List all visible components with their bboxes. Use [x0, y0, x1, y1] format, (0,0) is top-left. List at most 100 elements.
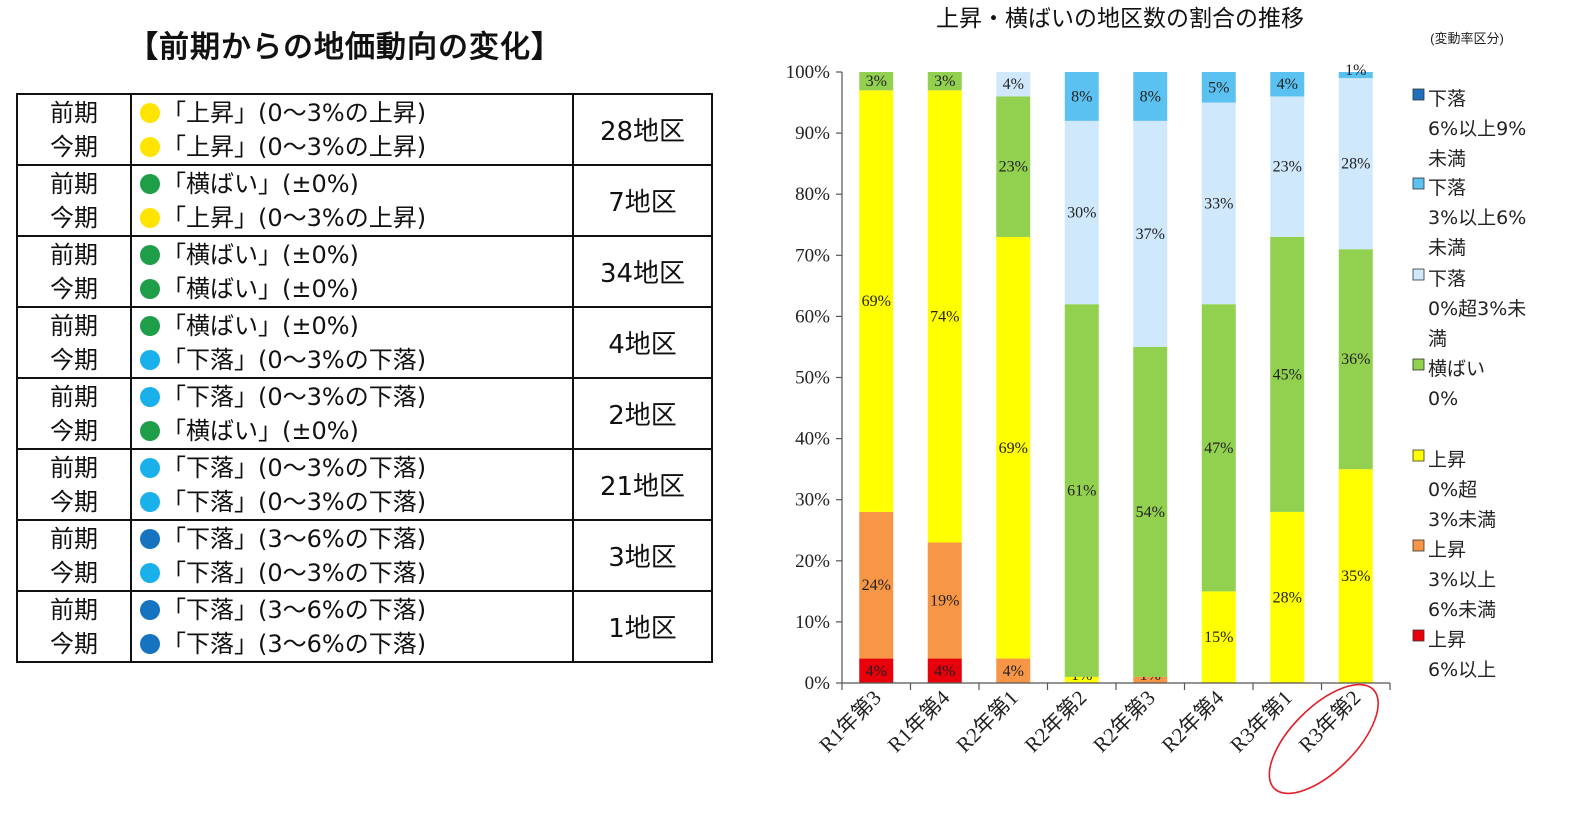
data-label: 61% [1067, 483, 1096, 500]
district-transition-table: 前期 今期 「上昇」(0〜3%の上昇) 「上昇」(0〜3%の上昇) 28地区 前期 今期 「横… [16, 93, 713, 663]
bar-segment [1338, 72, 1373, 79]
legend-swatch [1412, 629, 1425, 642]
bar-segment [1338, 469, 1373, 683]
prev-period-label: 前期 [50, 240, 98, 269]
data-label: 47% [1204, 440, 1233, 457]
bar-segment [996, 236, 1031, 659]
legend: 下落6%以上9%未満下落3%以上6%未満下落0%超3%未満横ばい0%上昇0%超3… [1412, 88, 1526, 681]
bar-segment [927, 72, 962, 91]
data-label: 54% [1136, 504, 1165, 521]
prev-status-text: 「下落」(0〜3%の下落) [162, 382, 427, 411]
legend-label: 6%以上 [1428, 659, 1496, 681]
status-cell: 「下落」(0〜3%の下落) 「横ばい」(±0%) [130, 377, 574, 450]
data-label: 45% [1273, 366, 1302, 383]
table-row: 前期 今期 「下落」(0〜3%の下落) 「横ばい」(±0%) 2地区 [16, 377, 713, 450]
legend-label: 6%以上9% [1428, 118, 1526, 140]
curr-period-label: 今期 [50, 558, 98, 587]
period-cell: 前期 今期 [16, 448, 132, 521]
bar-segment [859, 90, 894, 512]
curr-status-text: 「下落」(0〜3%の下落) [162, 345, 427, 374]
legend-label: 未満 [1428, 148, 1466, 170]
curr-status-text: 「上昇」(0〜3%の上昇) [162, 203, 427, 232]
period-cell: 前期 今期 [16, 377, 132, 450]
prev-status-text: 「横ばい」(±0%) [162, 311, 359, 340]
legend-label: 3%以上6% [1428, 207, 1526, 229]
data-label: 19% [930, 593, 959, 610]
period-cell: 前期 今期 [16, 93, 132, 166]
period-cell: 前期 今期 [16, 164, 132, 237]
y-tick-label: 80% [795, 184, 830, 205]
period-cell: 前期 今期 [16, 519, 132, 592]
status-cell: 「下落」(3〜6%の下落) 「下落」(0〜3%の下落) [130, 519, 574, 592]
curr-period-label: 今期 [50, 629, 98, 658]
data-label: 28% [1273, 589, 1302, 606]
table-row: 前期 今期 「下落」(3〜6%の下落) 「下落」(0〜3%の下落) 3地区 [16, 519, 713, 592]
legend-label: 6%未満 [1428, 599, 1496, 621]
curr-status-dot-icon [140, 278, 160, 299]
curr-status-dot-icon [140, 420, 160, 441]
prev-period-label: 前期 [50, 311, 98, 340]
data-label: 37% [1136, 226, 1165, 243]
district-count: 21地区 [572, 448, 713, 521]
legend-label: 満 [1428, 328, 1447, 350]
y-tick-label: 70% [795, 245, 830, 266]
bar-segment [1201, 591, 1236, 683]
prev-period-label: 前期 [50, 524, 98, 553]
y-tick-label: 100% [786, 62, 831, 83]
y-tick-label: 30% [795, 490, 830, 511]
curr-status-dot-icon [140, 562, 160, 583]
y-tick-label: 0% [805, 673, 831, 694]
bar-segment [1338, 249, 1373, 470]
data-label: 5% [1208, 79, 1229, 96]
legend-swatch [1412, 268, 1425, 281]
x-category-label: R2年第2 [1020, 686, 1091, 757]
bar-segment [1133, 72, 1168, 121]
curr-period-label: 今期 [50, 203, 98, 232]
curr-period-label: 今期 [50, 345, 98, 374]
curr-status-text: 「下落」(0〜3%の下落) [162, 487, 427, 516]
status-cell: 「横ばい」(±0%) 「下落」(0〜3%の下落) [130, 306, 574, 379]
legend-label: 0%超3%未 [1428, 298, 1526, 320]
prev-period-label: 前期 [50, 595, 98, 624]
data-label: 69% [862, 293, 891, 310]
table-row: 前期 今期 「下落」(0〜3%の下落) 「下落」(0〜3%の下落) 21地区 [16, 448, 713, 521]
bar-segment [859, 511, 894, 659]
bar-segment [1064, 120, 1099, 305]
prev-status-text: 「下落」(3〜6%の下落) [162, 595, 427, 624]
curr-period-label: 今期 [50, 274, 98, 303]
period-cell: 前期 今期 [16, 235, 132, 308]
y-tick-label: 40% [795, 429, 830, 450]
district-count: 1地区 [572, 590, 713, 663]
y-tick-label: 90% [795, 123, 830, 144]
bar-segment [996, 96, 1031, 237]
prev-period-label: 前期 [50, 382, 98, 411]
legend-swatch [1412, 358, 1425, 371]
legend-swatch [1412, 449, 1425, 462]
prev-period-label: 前期 [50, 98, 98, 127]
curr-status-text: 「上昇」(0〜3%の上昇) [162, 132, 427, 161]
bar-segment [1064, 676, 1099, 683]
prev-period-label: 前期 [50, 453, 98, 482]
x-category-label: R2年第1 [951, 686, 1022, 757]
data-label: 4% [1003, 663, 1024, 680]
data-label: 33% [1204, 195, 1233, 212]
prev-status-text: 「横ばい」(±0%) [162, 240, 359, 269]
legend-label: 3%以上 [1428, 569, 1496, 591]
y-tick-label: 10% [795, 612, 830, 633]
bar-segment [996, 658, 1031, 683]
y-tick-label: 20% [795, 551, 830, 572]
data-label: 1% [1345, 62, 1366, 79]
bar-segment [1064, 72, 1099, 121]
bar-segment [1133, 120, 1168, 347]
x-category-label: R3年第1 [1225, 686, 1296, 757]
data-label: 4% [1277, 76, 1298, 93]
prev-status-text: 「下落」(3〜6%の下落) [162, 524, 427, 553]
data-label: 4% [1003, 76, 1024, 93]
district-count: 34地区 [572, 235, 713, 308]
curr-status-text: 「下落」(0〜3%の下落) [162, 558, 427, 587]
bar-segment [1270, 72, 1305, 97]
curr-period-label: 今期 [50, 132, 98, 161]
prev-status-dot-icon [140, 599, 160, 620]
legend-label: 下落 [1428, 268, 1466, 290]
